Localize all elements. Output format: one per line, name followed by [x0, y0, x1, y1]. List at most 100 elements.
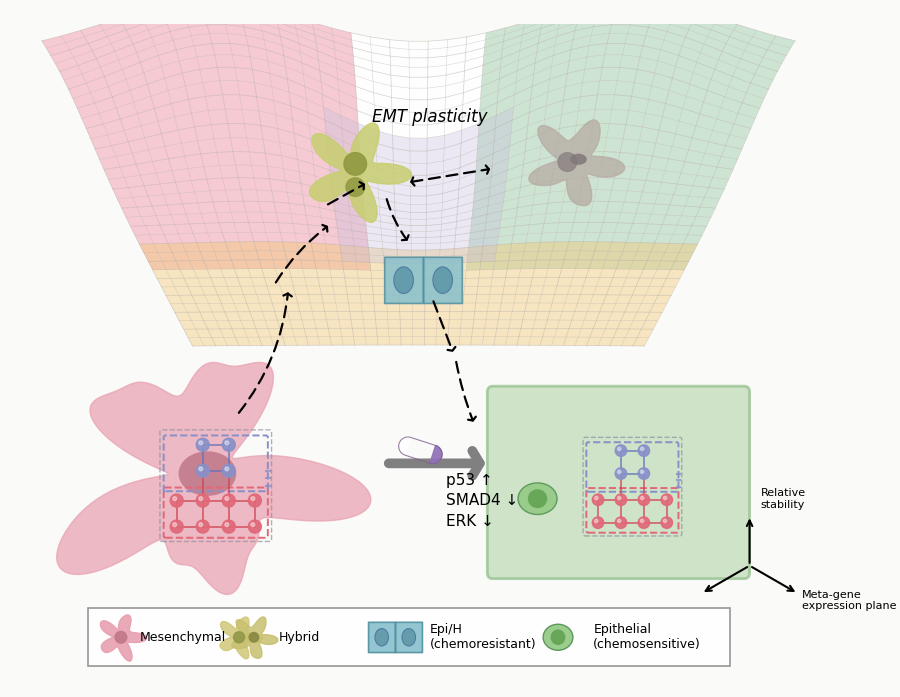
Polygon shape [336, 59, 355, 75]
Polygon shape [661, 40, 682, 56]
Polygon shape [469, 238, 484, 247]
Polygon shape [652, 144, 672, 159]
Text: SMAD4 ↓: SMAD4 ↓ [446, 493, 518, 508]
Polygon shape [528, 286, 544, 294]
Polygon shape [200, 312, 216, 321]
Polygon shape [190, 261, 207, 269]
Polygon shape [91, 86, 112, 103]
Circle shape [662, 494, 672, 505]
Polygon shape [540, 337, 554, 346]
Polygon shape [318, 198, 335, 211]
Polygon shape [763, 49, 787, 63]
Polygon shape [137, 206, 156, 217]
Polygon shape [328, 146, 345, 165]
Polygon shape [411, 271, 426, 279]
Polygon shape [450, 295, 464, 303]
Polygon shape [326, 133, 344, 153]
Polygon shape [484, 228, 500, 238]
Polygon shape [653, 270, 670, 278]
Polygon shape [321, 82, 340, 102]
Polygon shape [181, 141, 201, 156]
Polygon shape [132, 150, 152, 164]
Polygon shape [354, 66, 373, 82]
Polygon shape [364, 202, 380, 215]
Polygon shape [122, 207, 141, 217]
Polygon shape [541, 128, 560, 146]
Polygon shape [560, 312, 575, 320]
Polygon shape [331, 277, 346, 286]
Polygon shape [240, 286, 256, 295]
Polygon shape [670, 261, 688, 270]
Polygon shape [242, 251, 259, 260]
Polygon shape [693, 62, 715, 79]
Polygon shape [165, 144, 184, 159]
Polygon shape [464, 56, 483, 71]
Polygon shape [145, 134, 165, 150]
Polygon shape [330, 337, 343, 345]
Polygon shape [217, 68, 238, 81]
Polygon shape [500, 51, 519, 68]
Polygon shape [117, 197, 137, 208]
Polygon shape [112, 91, 133, 108]
Polygon shape [587, 303, 603, 312]
Polygon shape [171, 100, 192, 117]
Polygon shape [483, 236, 499, 246]
Polygon shape [99, 108, 121, 124]
Polygon shape [178, 127, 198, 144]
Polygon shape [480, 261, 495, 270]
Polygon shape [42, 36, 66, 48]
Polygon shape [238, 8, 258, 17]
Circle shape [115, 631, 127, 643]
Polygon shape [138, 109, 157, 125]
Polygon shape [244, 123, 263, 139]
Polygon shape [589, 212, 606, 222]
Polygon shape [64, 74, 86, 89]
Polygon shape [124, 175, 144, 187]
Polygon shape [544, 277, 559, 286]
Polygon shape [607, 123, 625, 139]
Polygon shape [148, 194, 167, 206]
Polygon shape [444, 130, 462, 148]
Polygon shape [239, 242, 256, 251]
Polygon shape [266, 153, 284, 169]
Polygon shape [222, 95, 242, 109]
Polygon shape [392, 123, 410, 138]
Polygon shape [345, 165, 362, 183]
Polygon shape [608, 312, 625, 321]
Polygon shape [266, 320, 280, 328]
Polygon shape [394, 183, 410, 196]
Polygon shape [495, 328, 508, 337]
Polygon shape [609, 277, 626, 286]
Polygon shape [80, 24, 104, 37]
Polygon shape [107, 30, 130, 44]
Polygon shape [583, 277, 599, 286]
Polygon shape [452, 278, 465, 286]
Polygon shape [412, 303, 425, 312]
Polygon shape [643, 181, 662, 193]
Polygon shape [580, 242, 598, 251]
Polygon shape [424, 337, 436, 345]
Polygon shape [546, 86, 565, 106]
Polygon shape [578, 251, 595, 260]
Polygon shape [572, 36, 591, 49]
Polygon shape [518, 277, 533, 286]
Polygon shape [500, 303, 514, 312]
Polygon shape [50, 49, 74, 63]
Polygon shape [382, 242, 397, 250]
Polygon shape [744, 43, 768, 57]
Polygon shape [397, 243, 411, 250]
Polygon shape [180, 7, 202, 14]
Polygon shape [284, 251, 301, 260]
Polygon shape [466, 262, 481, 270]
Polygon shape [100, 19, 122, 30]
Polygon shape [736, 59, 759, 74]
Polygon shape [294, 337, 309, 345]
Polygon shape [398, 271, 412, 279]
Polygon shape [324, 235, 340, 245]
Polygon shape [381, 222, 396, 231]
Polygon shape [533, 192, 550, 205]
Polygon shape [252, 70, 272, 86]
Polygon shape [299, 251, 314, 261]
Polygon shape [608, 242, 626, 252]
Polygon shape [592, 251, 608, 260]
